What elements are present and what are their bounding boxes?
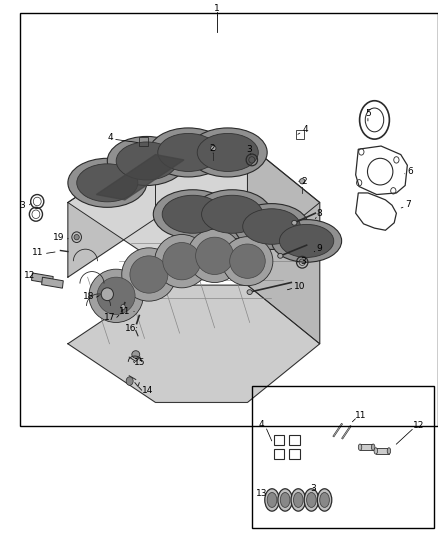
Ellipse shape xyxy=(89,269,143,322)
Text: 18: 18 xyxy=(83,293,94,301)
Text: 3: 3 xyxy=(300,257,306,266)
Text: 16: 16 xyxy=(125,324,136,333)
Ellipse shape xyxy=(187,229,242,282)
Ellipse shape xyxy=(230,244,265,278)
Polygon shape xyxy=(68,144,155,277)
Bar xyxy=(289,449,300,459)
Text: 11: 11 xyxy=(32,248,43,256)
Bar xyxy=(274,449,284,459)
Polygon shape xyxy=(68,285,320,402)
Text: 8: 8 xyxy=(317,209,323,217)
Ellipse shape xyxy=(201,195,263,233)
Ellipse shape xyxy=(116,142,177,180)
Text: 14: 14 xyxy=(141,386,153,395)
Ellipse shape xyxy=(291,489,305,511)
Circle shape xyxy=(126,377,133,385)
Bar xyxy=(139,137,148,146)
Ellipse shape xyxy=(278,489,293,511)
Bar xyxy=(376,448,389,454)
Ellipse shape xyxy=(300,179,305,184)
Ellipse shape xyxy=(293,492,303,507)
Ellipse shape xyxy=(387,448,391,454)
Text: 13: 13 xyxy=(256,489,268,497)
Text: 6: 6 xyxy=(407,167,413,176)
Ellipse shape xyxy=(193,190,272,239)
Text: 2: 2 xyxy=(301,177,307,185)
Text: 3: 3 xyxy=(19,201,25,209)
Ellipse shape xyxy=(188,128,267,177)
Ellipse shape xyxy=(72,232,81,243)
Ellipse shape xyxy=(320,492,329,507)
Ellipse shape xyxy=(122,248,176,301)
Text: 9: 9 xyxy=(317,244,323,253)
Bar xyxy=(274,435,284,445)
Ellipse shape xyxy=(162,195,223,233)
Bar xyxy=(289,435,300,445)
Ellipse shape xyxy=(101,288,113,301)
Text: 10: 10 xyxy=(294,282,306,291)
Text: 11: 11 xyxy=(355,411,367,419)
Ellipse shape xyxy=(307,492,316,507)
Ellipse shape xyxy=(247,290,252,295)
Bar xyxy=(296,130,304,139)
Ellipse shape xyxy=(279,224,334,257)
Ellipse shape xyxy=(267,492,277,507)
Ellipse shape xyxy=(77,164,138,202)
Text: 3: 3 xyxy=(310,484,316,492)
Ellipse shape xyxy=(132,351,140,358)
Ellipse shape xyxy=(358,444,362,450)
Ellipse shape xyxy=(317,489,332,511)
Text: 4: 4 xyxy=(303,125,308,134)
Ellipse shape xyxy=(197,133,258,172)
Text: 12: 12 xyxy=(24,271,35,280)
Ellipse shape xyxy=(222,237,273,286)
Ellipse shape xyxy=(234,204,309,249)
Polygon shape xyxy=(96,155,184,200)
Text: 17: 17 xyxy=(104,313,115,322)
Text: 5: 5 xyxy=(365,109,371,118)
Text: 4: 4 xyxy=(258,421,264,429)
Ellipse shape xyxy=(211,146,216,151)
Ellipse shape xyxy=(278,253,283,258)
Bar xyxy=(42,277,63,288)
Ellipse shape xyxy=(265,489,279,511)
Ellipse shape xyxy=(158,133,219,172)
Text: 4: 4 xyxy=(108,133,113,142)
Bar xyxy=(252,386,434,528)
Ellipse shape xyxy=(68,158,147,207)
Bar xyxy=(32,273,53,284)
Ellipse shape xyxy=(371,444,375,450)
Ellipse shape xyxy=(149,128,228,177)
Text: 2: 2 xyxy=(210,144,215,152)
Text: 3: 3 xyxy=(246,145,252,154)
Polygon shape xyxy=(68,144,320,261)
Ellipse shape xyxy=(155,235,209,288)
Text: 15: 15 xyxy=(134,359,146,367)
Ellipse shape xyxy=(374,448,378,454)
Text: 12: 12 xyxy=(413,422,424,430)
Ellipse shape xyxy=(121,304,125,310)
Ellipse shape xyxy=(74,235,79,240)
Text: 11: 11 xyxy=(119,307,131,316)
Ellipse shape xyxy=(304,489,318,511)
Ellipse shape xyxy=(153,190,232,239)
Bar xyxy=(360,444,373,450)
Ellipse shape xyxy=(280,492,290,507)
Ellipse shape xyxy=(130,256,168,293)
Ellipse shape xyxy=(196,237,233,274)
Ellipse shape xyxy=(163,243,201,280)
Polygon shape xyxy=(247,144,320,344)
Ellipse shape xyxy=(292,221,297,225)
Ellipse shape xyxy=(97,277,135,314)
Ellipse shape xyxy=(272,220,342,262)
Text: 19: 19 xyxy=(53,233,65,242)
Bar xyxy=(20,13,438,426)
Ellipse shape xyxy=(243,209,300,244)
Text: 1: 1 xyxy=(214,4,220,13)
Text: 7: 7 xyxy=(405,200,411,209)
Ellipse shape xyxy=(107,136,186,185)
